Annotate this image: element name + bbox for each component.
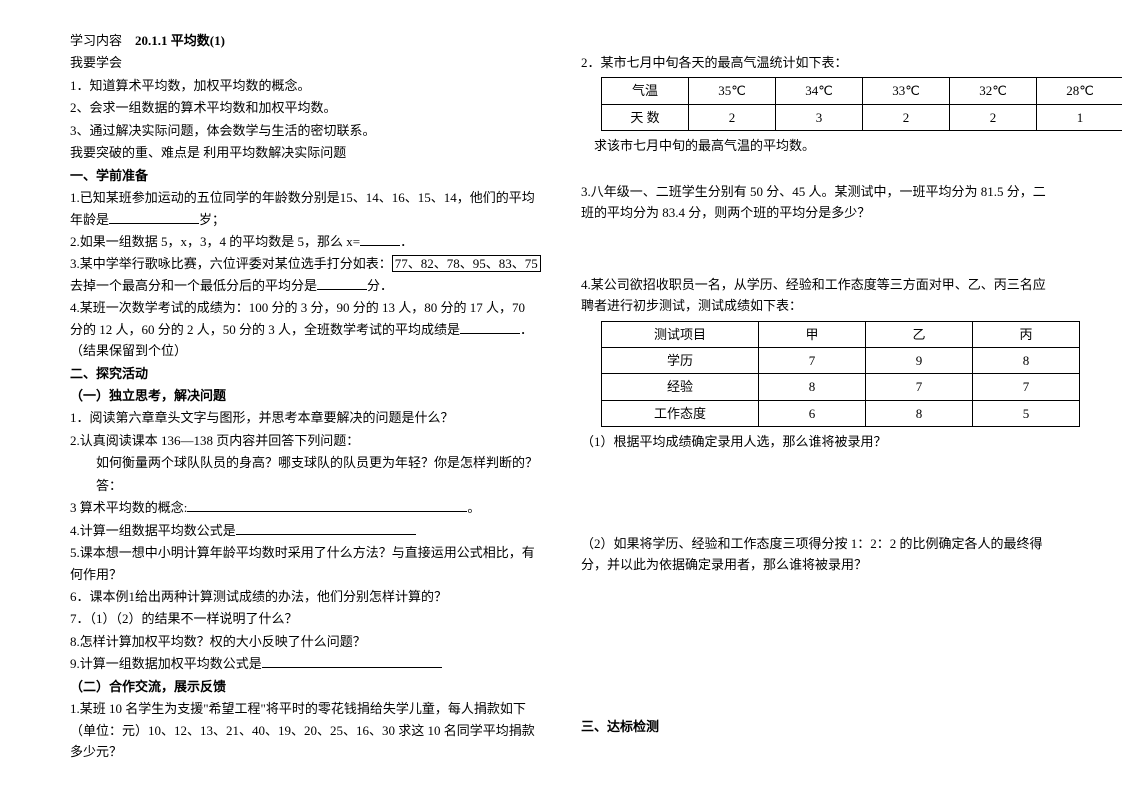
table-row: 工作态度 6 8 5	[602, 400, 1080, 426]
blank-input[interactable]	[460, 320, 520, 334]
study-title: 20.1.1 平均数(1)	[135, 33, 225, 48]
table-cell: 经验	[602, 374, 759, 400]
right-q2-title: 2．某市七月中旬各天的最高气温统计如下表：	[581, 52, 1052, 73]
temperature-table: 气温 35℃ 34℃ 33℃ 32℃ 28℃ 天 数 2 3 2 2 1	[601, 77, 1122, 131]
right-q2-after: 求该市七月中旬的最高气温的平均数。	[581, 135, 1052, 156]
days-label: 天 数	[602, 104, 689, 130]
table-cell: 35℃	[689, 78, 776, 104]
section-1-title: 一、学前准备	[70, 165, 541, 186]
table-cell: 8	[973, 347, 1080, 373]
table-cell: 34℃	[776, 78, 863, 104]
learn-item-3: 3、通过解决实际问题，体会数学与生活的密切联系。	[70, 120, 541, 141]
table-cell: 2	[863, 104, 950, 130]
prep-q1: 1.已知某班参加运动的五位同学的年龄数分别是15、14、16、15、14，他们的…	[70, 187, 541, 230]
table-cell: 2	[950, 104, 1037, 130]
right-column: 2．某市七月中旬各天的最高气温统计如下表： 气温 35℃ 34℃ 33℃ 32℃…	[581, 30, 1052, 763]
table-cell: 9	[866, 347, 973, 373]
table-cell: 8	[866, 400, 973, 426]
right-q3: 3.八年级一、二班学生分别有 50 分、45 人。某测试中，一班平均分为 81.…	[581, 181, 1052, 224]
prep-q4: 4.某班一次数学考试的成绩为：100 分的 3 分，90 分的 13 人，80 …	[70, 297, 541, 361]
right-q4-title: 4.某公司欲招收职员一名，从学历、经验和工作态度等三方面对甲、乙、丙三名应聘者进…	[581, 274, 1052, 317]
table-cell: 7	[973, 374, 1080, 400]
explore-q6: 6．课本例1给出两种计算测试成绩的办法，他们分别怎样计算的？	[70, 586, 541, 607]
table-cell: 32℃	[950, 78, 1037, 104]
blank-input[interactable]	[236, 521, 416, 535]
table-row: 天 数 2 3 2 2 1	[602, 104, 1122, 130]
table-row: 气温 35℃ 34℃ 33℃ 32℃ 28℃	[602, 78, 1122, 104]
table-cell: 学历	[602, 347, 759, 373]
temp-label: 气温	[602, 78, 689, 104]
prep-q2: 2.如果一组数据 5，x，3，4 的平均数是 5，那么 x=．	[70, 231, 541, 252]
table-cell: 8	[759, 374, 866, 400]
right-q4-sub2: （2）如果将学历、经验和工作态度三项得分按 1：2：2 的比例确定各人的最终得分…	[581, 533, 1052, 576]
table-header: 测试项目	[602, 321, 759, 347]
prep-q3: 3.某中学举行歌咏比赛，六位评委对某位选手打分如表：77、82、78、95、83…	[70, 253, 541, 296]
explore-q2-sub: 如何衡量两个球队队员的身高？哪支球队的队员更为年轻？你是怎样判断的？	[70, 452, 541, 473]
explore-q4: 4.计算一组数据平均数公式是	[70, 520, 541, 541]
section-3-title: 三、达标检测	[581, 716, 1052, 737]
table-header: 丙	[973, 321, 1080, 347]
explore-q5: 5.课本想一想中小明计算年龄平均数时采用了什么方法？与直接运用公式相比，有何作用…	[70, 542, 541, 585]
blank-input[interactable]	[187, 498, 467, 512]
explore-q2: 2.认真阅读课本 136—138 页内容并回答下列问题：	[70, 430, 541, 451]
table-row: 经验 8 7 7	[602, 374, 1080, 400]
explore-q1: 1．阅读第六章章头文字与图形，并思考本章要解决的问题是什么？	[70, 407, 541, 428]
learn-item-2: 2、会求一组数据的算术平均数和加权平均数。	[70, 97, 541, 118]
answer-label: 答：	[70, 475, 541, 496]
blank-input[interactable]	[262, 654, 442, 668]
table-row: 学历 7 9 8	[602, 347, 1080, 373]
blank-input[interactable]	[317, 276, 367, 290]
test-score-table: 测试项目 甲 乙 丙 学历 7 9 8 经验 8 7 7 工作态度 6 8	[601, 321, 1080, 428]
right-q4-sub1: （1）根据平均成绩确定录用人选，那么谁将被录用？	[581, 431, 1052, 452]
blank-input[interactable]	[360, 232, 400, 246]
table-cell: 6	[759, 400, 866, 426]
explore-q7: 7．（1）（2）的结果不一样说明了什么？	[70, 608, 541, 629]
study-label: 学习内容	[70, 33, 122, 48]
difficulty-line: 我要突破的重、难点是 利用平均数解决实际问题	[70, 142, 541, 163]
table-cell: 5	[973, 400, 1080, 426]
left-column: 学习内容 20.1.1 平均数(1) 我要学会 1．知道算术平均数，加权平均数的…	[70, 30, 541, 763]
score-box: 77、82、78、95、83、75	[392, 255, 541, 272]
table-header: 甲	[759, 321, 866, 347]
table-row: 测试项目 甲 乙 丙	[602, 321, 1080, 347]
table-cell: 2	[689, 104, 776, 130]
table-header: 乙	[866, 321, 973, 347]
learn-item-1: 1．知道算术平均数，加权平均数的概念。	[70, 75, 541, 96]
explore-q8: 8.怎样计算加权平均数？权的大小反映了什么问题？	[70, 631, 541, 652]
coop-q1: 1.某班 10 名学生为支援"希望工程"将平时的零花钱捐给失学儿童，每人捐款如下…	[70, 698, 541, 762]
explore-q9: 9.计算一组数据加权平均数公式是	[70, 653, 541, 674]
subsection-1-title: （一）独立思考，解决问题	[70, 385, 541, 406]
learn-label: 我要学会	[70, 52, 541, 73]
table-cell: 7	[866, 374, 973, 400]
table-cell: 工作态度	[602, 400, 759, 426]
table-cell: 7	[759, 347, 866, 373]
table-cell: 3	[776, 104, 863, 130]
study-title-line: 学习内容 20.1.1 平均数(1)	[70, 30, 541, 51]
table-cell: 33℃	[863, 78, 950, 104]
subsection-2-title: （二）合作交流，展示反馈	[70, 676, 541, 697]
table-cell: 28℃	[1037, 78, 1122, 104]
blank-input[interactable]	[109, 210, 199, 224]
explore-q3: 3 算术平均数的概念:。	[70, 497, 541, 518]
table-cell: 1	[1037, 104, 1122, 130]
section-2-title: 二、探究活动	[70, 363, 541, 384]
